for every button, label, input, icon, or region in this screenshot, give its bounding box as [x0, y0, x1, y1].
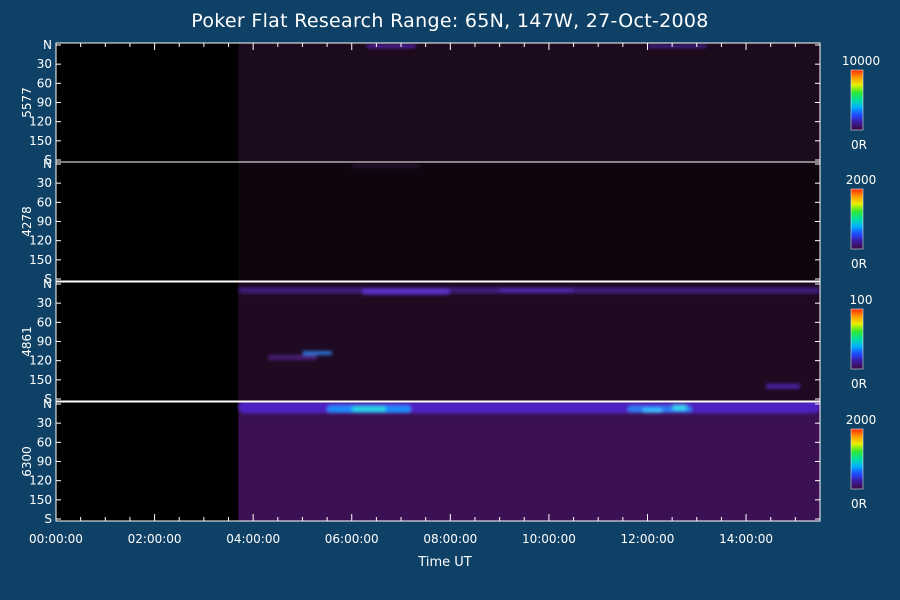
ticks-group: N 30 60 90 120 150 S 5577 N 30 60 90 120 150 S 4278 N 30 6… — [20, 38, 821, 546]
emission-band — [366, 44, 416, 48]
chart-title: Poker Flat Research Range: 65N, 147W, 27… — [191, 10, 709, 32]
emission-band — [672, 405, 687, 411]
emission-band — [302, 351, 333, 355]
y-tick-label: 90 — [37, 455, 52, 469]
emission-bands — [351, 164, 421, 168]
panel-6300 — [55, 401, 821, 522]
y-tick-label: 120 — [29, 115, 52, 129]
y-tick-label: S — [44, 153, 52, 167]
x-tick-label: 10:00:00 — [522, 532, 576, 546]
x-tick-label: 08:00:00 — [423, 532, 477, 546]
y-tick-label: 150 — [29, 373, 52, 387]
y-tick-label: 90 — [37, 215, 52, 229]
y-tick-label: N — [43, 38, 52, 52]
y-tick-label: 30 — [37, 296, 52, 310]
y-tick-label: 90 — [37, 335, 52, 349]
panel-4861 — [55, 281, 821, 402]
colorbar-max-label: 10000 — [842, 54, 880, 68]
colorbar-4278 — [850, 188, 864, 250]
y-tick-label: S — [44, 392, 52, 406]
emission-band — [647, 44, 707, 48]
channel-label: 4861 — [20, 326, 34, 357]
y-tick-label: 30 — [37, 176, 52, 190]
colorbar-max-label: 100 — [850, 293, 873, 307]
panel-data-region — [238, 43, 820, 162]
x-tick-label: 06:00:00 — [325, 532, 379, 546]
y-tick-label: S — [44, 272, 52, 286]
colorbar-4861 — [850, 308, 864, 370]
panel-data-region — [238, 282, 820, 401]
emission-band — [351, 406, 387, 412]
colorbar-min-label: 0R — [851, 377, 867, 391]
colorbars-group: 10000 0R 2000 0R 100 0R 2000 0R — [842, 54, 880, 511]
emission-band — [238, 402, 820, 414]
x-axis-label: Time UT — [418, 555, 472, 570]
y-tick-label: N — [43, 157, 52, 171]
colorbar-max-label: 2000 — [846, 173, 877, 187]
x-tick-label: 14:00:00 — [719, 532, 773, 546]
emission-band — [765, 383, 801, 389]
emission-bands — [366, 44, 707, 48]
colorbar-5577 — [850, 69, 864, 131]
channel-label: 5577 — [20, 87, 34, 118]
y-tick-label: 60 — [37, 315, 52, 329]
y-tick-label: 120 — [29, 354, 52, 368]
x-tick-label: 00:00:00 — [29, 532, 83, 546]
panel-data-region — [238, 402, 820, 521]
x-tick-label: 02:00:00 — [128, 532, 182, 546]
y-tick-label: 60 — [37, 435, 52, 449]
emission-band — [267, 354, 318, 360]
emission-band — [351, 164, 421, 168]
y-tick-label: 90 — [37, 96, 52, 110]
panel-4278 — [55, 161, 821, 282]
colorbar-min-label: 0R — [851, 497, 867, 511]
panel-data-region — [238, 162, 820, 281]
emission-bands — [238, 402, 820, 414]
y-tick-label: 150 — [29, 134, 52, 148]
emission-bands — [238, 287, 820, 389]
y-tick-label: S — [44, 512, 52, 526]
emission-band — [361, 288, 451, 295]
colorbar-6300 — [850, 428, 864, 490]
emission-band — [499, 287, 574, 293]
channel-label: 6300 — [20, 446, 34, 477]
y-tick-label: 30 — [37, 57, 52, 71]
y-tick-label: 150 — [29, 493, 52, 507]
y-tick-label: 30 — [37, 416, 52, 430]
colorbar-max-label: 2000 — [846, 413, 877, 427]
panels-group — [55, 42, 821, 522]
y-tick-label: 120 — [29, 234, 52, 248]
channel-label: 4278 — [20, 206, 34, 237]
colorbar-min-label: 0R — [851, 257, 867, 271]
colorbar-min-label: 0R — [851, 138, 867, 152]
y-tick-label: 60 — [37, 76, 52, 90]
x-tick-label: 12:00:00 — [621, 532, 675, 546]
y-tick-label: 120 — [29, 474, 52, 488]
emission-band — [642, 408, 663, 413]
y-tick-label: 60 — [37, 195, 52, 209]
panel-5577 — [55, 42, 821, 163]
y-tick-label: N — [43, 277, 52, 291]
x-tick-label: 04:00:00 — [226, 532, 280, 546]
y-tick-label: 150 — [29, 253, 52, 267]
y-tick-label: N — [43, 397, 52, 411]
